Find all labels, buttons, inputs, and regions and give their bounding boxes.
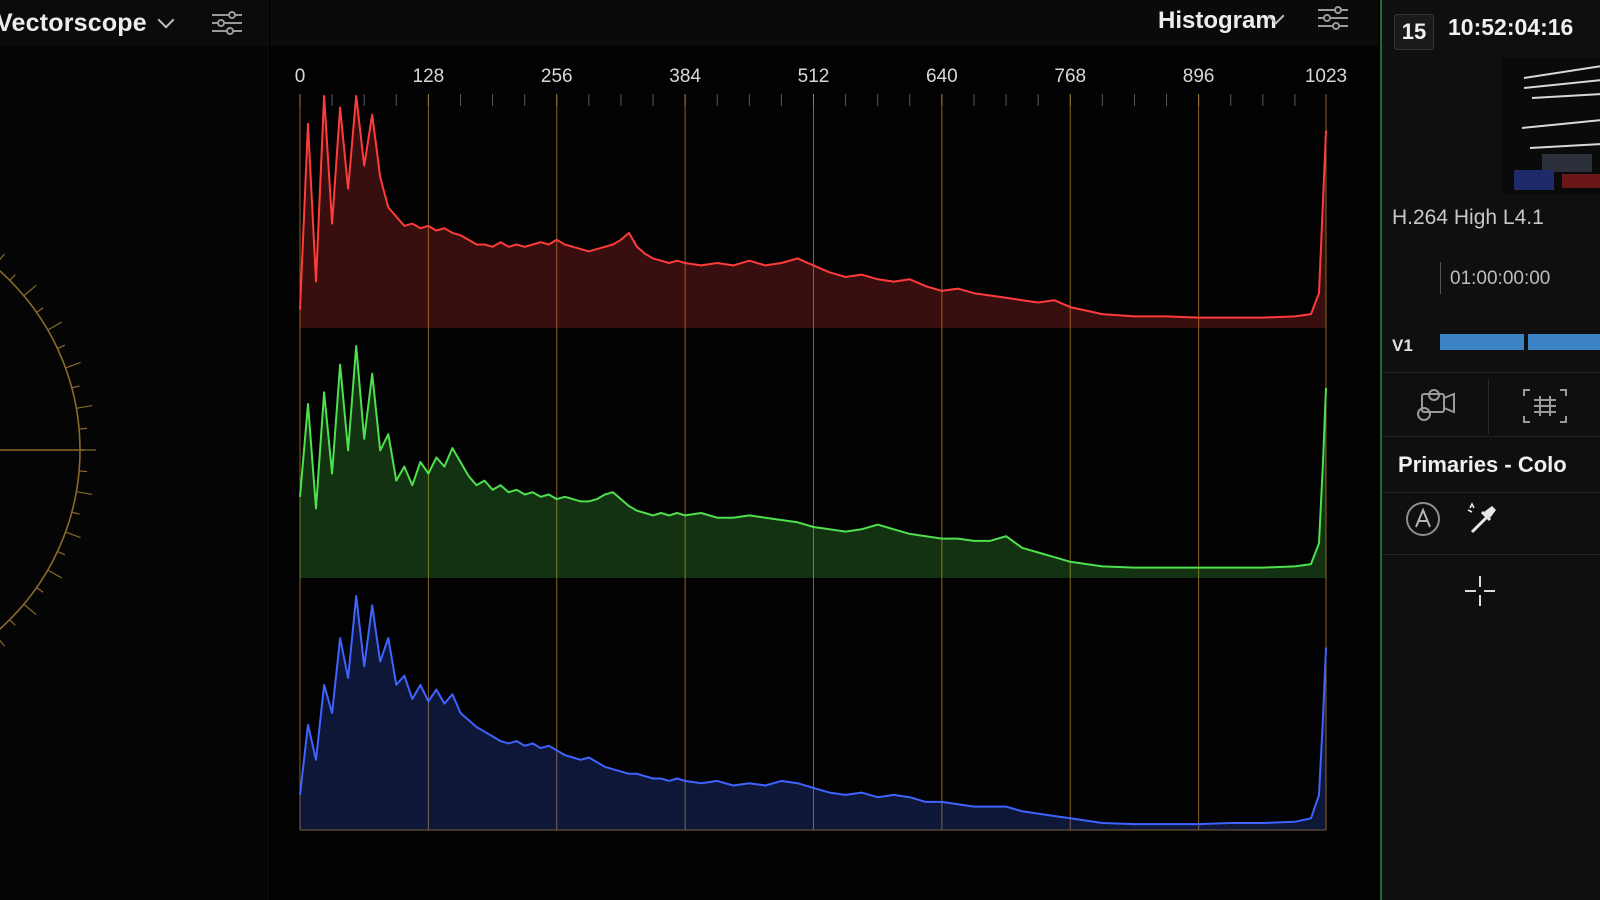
x-tick-label: 128 [413,66,445,87]
track-label-v1: V1 [1392,336,1413,355]
auto-a-icon[interactable] [1404,500,1442,538]
divider [1382,436,1600,437]
vectorscope-tick [23,284,37,297]
channel-area [300,346,1326,578]
x-tick-label: 1023 [1305,66,1347,87]
vectorscope-graticule [0,253,96,647]
vectorscope-panel: Vectorscope [0,0,269,900]
grid-frame-icon[interactable] [1520,386,1570,426]
divider [1382,372,1600,373]
channel-area [300,596,1326,830]
vectorscope-header: Vectorscope [0,0,268,46]
vectorscope-tick [0,639,6,647]
primaries-section-title: Primaries - Colo [1398,452,1567,477]
clip-number-badge: 15 [1394,14,1434,50]
x-tick-label: 384 [669,66,701,87]
timeline-clip[interactable] [1528,334,1600,350]
vectorscope-tick [47,569,63,579]
timeline-timecode: 01:00:00:00 [1450,268,1551,289]
codec-label: H.264 High L4.1 [1392,206,1544,229]
x-tick-label: 0 [295,66,306,87]
histogram-dropdown[interactable]: Histogram [1158,7,1277,34]
channel-line [299,95,1327,319]
x-tick-label: 896 [1183,66,1215,87]
timeline-clip[interactable] [1440,334,1524,350]
channel-line [299,595,1327,826]
vectorscope-tick [57,550,66,556]
vectorscope-dropdown[interactable]: Vectorscope [0,9,147,37]
vectorscope-tick [36,307,44,313]
vectorscope-tick [76,404,93,409]
x-tick-label: 640 [926,66,958,87]
channel-line [299,345,1327,569]
vectorscope-tick [57,344,66,350]
vectorscope-tick [47,321,63,331]
x-tick-label: 512 [798,66,830,87]
clip-info-panel: 15 10:52:04:16 H.264 High L4.1 01:00:00:… [1380,0,1600,900]
sliders-icon[interactable] [1316,3,1350,33]
vectorscope-tick [76,491,93,496]
channel-area [300,96,1326,328]
x-tick-label: 768 [1054,66,1086,87]
vectorscope-tick [9,619,16,626]
vectorscope-tick [65,531,81,539]
vectorscope-tick [79,427,88,430]
vectorscope-tick [0,253,6,261]
vectorscope-tick [71,511,80,515]
source-timecode: 10:52:04:16 [1448,14,1574,40]
divider [1382,492,1600,493]
histogram-chart: 0 128 256 384 512 640 768 896 1023 [295,66,1347,831]
eyedropper-icon[interactable] [1464,500,1502,538]
chevron-down-icon[interactable] [157,11,175,29]
clip-thumbnail[interactable] [1502,58,1600,194]
vectorscope-tick [36,587,44,593]
vectorscope-tick [65,361,81,369]
histogram-panel: Histogram 0 128 256 384 512 640 768 896 1023 [270,0,1378,900]
camera-3d-icon[interactable] [1410,386,1460,426]
vectorscope-tick [71,385,80,389]
histogram-header: Histogram [270,0,1378,46]
sliders-icon[interactable] [210,8,244,38]
divider [1488,380,1489,434]
x-tick-label: 256 [541,66,573,87]
vectorscope-tick [9,274,16,281]
vectorscope-tick [79,470,88,473]
divider [1382,554,1600,555]
playhead-line [1440,262,1441,294]
vectorscope-tick [23,603,37,616]
crosshair-icon[interactable] [1461,572,1499,610]
